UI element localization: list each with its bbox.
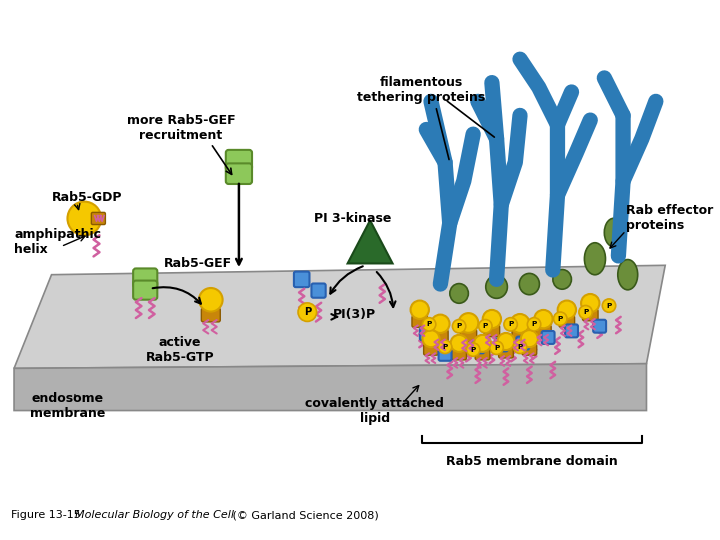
FancyBboxPatch shape [559,316,575,327]
Circle shape [438,340,451,354]
Circle shape [603,299,616,312]
FancyBboxPatch shape [420,327,433,340]
Text: covalently attached
lipid: covalently attached lipid [305,396,444,424]
Circle shape [558,301,576,319]
Text: Rab effector
proteins: Rab effector proteins [626,205,713,232]
Circle shape [410,301,429,319]
FancyBboxPatch shape [472,340,485,353]
Ellipse shape [553,269,572,289]
Circle shape [554,312,567,326]
Text: filamentous
tethering proteins: filamentous tethering proteins [358,76,486,104]
Ellipse shape [486,275,508,298]
Circle shape [479,320,492,333]
Text: P: P [494,345,499,351]
Circle shape [431,315,449,333]
Text: P: P [518,344,523,350]
Circle shape [581,294,600,312]
FancyBboxPatch shape [495,339,508,352]
Text: PI 3-kinase: PI 3-kinase [314,212,391,225]
Text: P: P [456,323,462,329]
FancyBboxPatch shape [512,329,528,341]
FancyBboxPatch shape [433,330,448,341]
FancyBboxPatch shape [522,344,536,355]
Circle shape [423,318,436,331]
Ellipse shape [618,260,638,290]
FancyBboxPatch shape [202,308,220,322]
Circle shape [474,335,491,352]
Circle shape [423,330,439,347]
Circle shape [482,310,501,328]
FancyBboxPatch shape [484,325,500,337]
FancyBboxPatch shape [475,349,490,360]
FancyBboxPatch shape [412,316,428,327]
Circle shape [510,314,529,333]
Text: P: P [606,302,611,308]
FancyBboxPatch shape [438,348,451,361]
Circle shape [451,335,467,352]
Text: endosome
membrane: endosome membrane [30,392,105,420]
Polygon shape [14,265,665,368]
Text: Rab5-GEF: Rab5-GEF [164,257,232,270]
Text: Molecular Biology of the Cell: Molecular Biology of the Cell [75,510,234,521]
Text: P: P [426,321,432,327]
Text: (© Garland Science 2008): (© Garland Science 2008) [229,510,379,521]
FancyBboxPatch shape [565,325,578,338]
FancyBboxPatch shape [133,281,157,300]
Text: Rab5-GDP: Rab5-GDP [52,191,122,204]
Ellipse shape [585,243,606,275]
FancyBboxPatch shape [226,150,252,171]
Text: P: P [531,321,536,327]
FancyBboxPatch shape [226,164,252,184]
Circle shape [68,201,102,235]
Circle shape [534,310,553,328]
FancyBboxPatch shape [536,325,552,337]
Circle shape [504,318,518,331]
FancyBboxPatch shape [593,320,606,333]
Circle shape [513,340,527,354]
Circle shape [527,318,541,331]
Circle shape [521,330,538,347]
FancyBboxPatch shape [133,268,157,287]
Text: P: P [304,307,311,317]
FancyBboxPatch shape [582,309,598,321]
Text: P: P [508,321,513,327]
Text: P: P [583,309,588,315]
FancyBboxPatch shape [451,349,467,360]
Polygon shape [14,364,647,410]
FancyBboxPatch shape [516,336,529,349]
Circle shape [579,306,593,319]
Text: more Rab5-GEF
recruitment: more Rab5-GEF recruitment [127,113,235,141]
Polygon shape [348,220,392,264]
Circle shape [298,303,317,321]
FancyBboxPatch shape [460,329,477,342]
FancyBboxPatch shape [91,212,105,225]
Text: amphipathic
helix: amphipathic helix [14,228,101,256]
Text: active
Rab5-GTP: active Rab5-GTP [145,336,215,363]
FancyBboxPatch shape [294,272,310,287]
FancyBboxPatch shape [498,347,513,358]
Circle shape [459,313,478,333]
Text: PI(3)P: PI(3)P [333,308,376,321]
Text: P: P [482,323,488,329]
Circle shape [498,333,515,350]
FancyBboxPatch shape [312,284,325,298]
Text: Figure 13-15: Figure 13-15 [12,510,88,521]
Text: Rab5 membrane domain: Rab5 membrane domain [446,455,618,468]
Text: P: P [442,344,448,350]
FancyBboxPatch shape [541,331,554,344]
Ellipse shape [450,284,469,303]
Circle shape [452,320,466,333]
Text: P: P [558,316,563,322]
Ellipse shape [519,273,539,295]
Circle shape [199,288,222,312]
FancyBboxPatch shape [423,344,438,355]
Circle shape [490,341,503,354]
Circle shape [467,343,480,356]
Ellipse shape [604,218,623,247]
Text: P: P [471,347,476,353]
